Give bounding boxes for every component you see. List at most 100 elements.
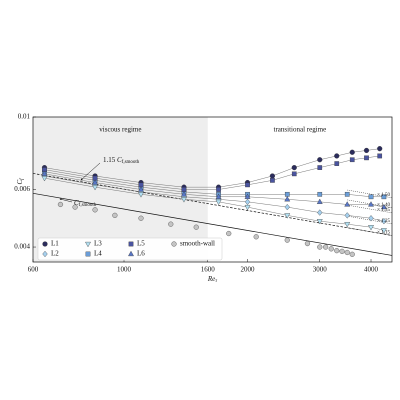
marker — [344, 201, 351, 207]
marker — [284, 237, 290, 243]
marker — [344, 222, 351, 228]
marker — [284, 196, 291, 202]
legend-label: L1 — [51, 240, 59, 248]
label-symbol: C — [117, 156, 122, 164]
y-tick-label: 0.01 — [18, 113, 31, 121]
marker — [245, 182, 250, 188]
marker — [368, 225, 374, 231]
marker — [381, 218, 387, 225]
marker — [244, 205, 251, 211]
marker — [181, 191, 187, 197]
marker — [317, 165, 323, 170]
marker — [304, 240, 311, 247]
marker — [226, 230, 232, 237]
marker — [269, 173, 275, 179]
marker — [317, 157, 323, 163]
marker — [42, 241, 48, 247]
x-axis-label: Reτ — [207, 275, 217, 285]
marker — [380, 228, 387, 234]
marker — [128, 241, 134, 247]
label-subscript: f,smooth — [122, 160, 140, 165]
marker — [41, 170, 48, 176]
x-tick-label: 4000 — [364, 266, 379, 274]
marker — [216, 187, 221, 192]
marker — [368, 215, 374, 222]
marker — [128, 250, 134, 257]
marker — [215, 199, 222, 206]
marker — [349, 149, 355, 155]
marker — [344, 249, 350, 256]
legend-label: smooth-wall — [180, 240, 215, 248]
marker — [138, 186, 144, 192]
marker — [284, 191, 290, 197]
marker — [381, 194, 387, 200]
annotation: 1.15 Cf,smooth — [103, 156, 140, 166]
marker — [284, 213, 291, 219]
plot — [32, 146, 393, 257]
marker — [72, 204, 78, 210]
multiplier-label: × 1.25 — [377, 219, 390, 224]
marker — [92, 185, 98, 191]
legend-label: L6 — [137, 250, 145, 258]
legend-label: L4 — [94, 250, 102, 258]
marker — [168, 221, 174, 227]
label-subscript: f — [20, 178, 25, 180]
multiplier-line — [347, 204, 393, 214]
legend-label: L5 — [137, 240, 145, 248]
marker — [253, 234, 259, 240]
x-tick-label: 3000 — [313, 266, 328, 274]
marker — [193, 224, 199, 230]
marker — [284, 203, 290, 211]
marker — [317, 244, 323, 250]
marker — [317, 191, 323, 197]
multiplier-label: × 1.50 — [377, 193, 390, 198]
marker — [42, 250, 48, 258]
marker — [339, 248, 345, 254]
marker — [138, 192, 144, 198]
marker — [85, 241, 91, 248]
marker — [244, 193, 251, 199]
marker — [270, 178, 275, 183]
marker — [138, 215, 144, 221]
marker — [57, 201, 64, 208]
region-label: transitional regime — [274, 126, 327, 134]
marker — [85, 251, 91, 257]
marker — [171, 241, 177, 247]
marker — [344, 212, 350, 219]
marker — [328, 246, 334, 252]
marker — [377, 146, 383, 152]
legend-label: L3 — [94, 240, 102, 248]
x-tick-label: 600 — [28, 266, 39, 274]
marker — [41, 176, 48, 182]
label-coef: 1.15 — [103, 156, 117, 164]
annotation-arrow — [80, 162, 101, 181]
marker — [368, 201, 374, 207]
x-tick-label: 1600 — [201, 266, 216, 274]
marker — [334, 248, 340, 254]
marker — [364, 155, 369, 161]
multiplier-label: × 1.35 — [377, 208, 390, 213]
marker — [334, 161, 340, 166]
marker — [334, 153, 340, 159]
multiplier-line — [347, 227, 393, 236]
marker — [349, 157, 355, 163]
marker — [92, 179, 98, 185]
y-tick-label: 0.004 — [14, 243, 30, 251]
legend-label: L2 — [51, 250, 59, 258]
marker — [291, 165, 297, 171]
marker — [112, 212, 118, 218]
marker — [316, 198, 323, 204]
label-subscript: τ — [215, 279, 217, 284]
marker — [316, 219, 323, 225]
marker — [317, 209, 323, 216]
multiplier-line — [347, 215, 393, 225]
marker — [377, 153, 383, 159]
marker — [349, 251, 355, 257]
label-subscript: f,smooth — [79, 203, 97, 208]
reference-line — [32, 192, 393, 256]
marker — [92, 207, 98, 213]
multiplier-label: × 1.40 — [377, 203, 390, 208]
label-symbol: C — [16, 180, 24, 185]
x-tick-label: 1000 — [117, 266, 132, 274]
marker — [215, 193, 222, 199]
